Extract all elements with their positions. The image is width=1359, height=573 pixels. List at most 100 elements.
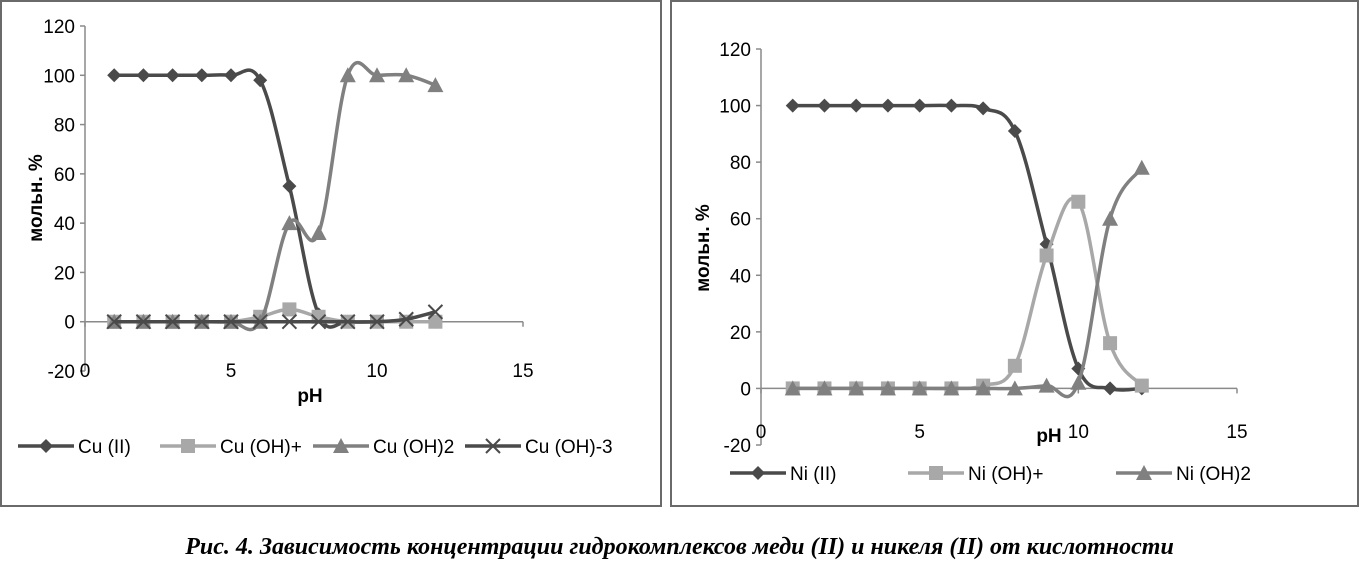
legend-marker	[333, 438, 349, 453]
legend-item-3: Cu (OH)-3	[465, 437, 613, 458]
y-tick-label: 100	[719, 97, 751, 118]
legend-item-2: Cu (OH)2	[313, 437, 454, 458]
data-point	[1070, 374, 1087, 390]
legend-marker	[181, 439, 195, 453]
data-point	[224, 68, 238, 83]
data-point	[369, 314, 385, 330]
legend-label: Ni (OH)2	[1176, 464, 1251, 485]
legend-item-0: Cu (II)	[18, 437, 131, 458]
data-point	[1039, 248, 1054, 263]
data-point	[943, 380, 960, 396]
legend-item-1: Ni (OH)+	[908, 464, 1043, 485]
legend-label: Cu (OH)+	[220, 437, 302, 458]
data-point	[165, 68, 180, 83]
legend-label: Ni (OH)+	[968, 464, 1043, 485]
legend-marker	[929, 466, 943, 480]
data-point	[911, 380, 928, 396]
y-tick-label: 0	[64, 313, 75, 334]
x-axis-label: pH	[297, 386, 322, 407]
series-line	[114, 310, 436, 324]
legend-marker	[751, 466, 765, 480]
series-line	[114, 60, 436, 332]
x-tick-label: 15	[512, 361, 533, 382]
data-point	[339, 67, 356, 83]
x-tick-label: 15	[1226, 422, 1247, 443]
data-point	[369, 67, 385, 83]
data-point	[223, 314, 239, 330]
data-point	[107, 68, 122, 83]
data-point	[784, 380, 801, 396]
y-tick-label: 120	[719, 40, 751, 61]
data-point	[398, 311, 414, 327]
x-tick-label: 10	[366, 361, 387, 382]
y-tick-label: 40	[54, 214, 75, 235]
series-0	[785, 98, 1149, 396]
figure-caption: Рис. 4. Зависимость концентрации гидроко…	[185, 534, 1174, 560]
chart-cu-panel: -20 0 20 40 60 80 100 120 0 5 10 15 pH мольн. % Cu (II…	[0, 0, 662, 507]
data-point	[976, 101, 991, 116]
series-1	[107, 302, 443, 329]
data-point	[849, 98, 864, 113]
data-point	[1006, 380, 1023, 396]
data-point	[106, 314, 122, 330]
y-tick-label: -20	[48, 362, 75, 383]
data-point	[1133, 159, 1150, 175]
series-line	[792, 166, 1144, 399]
y-axis-label: мольн. %	[693, 204, 714, 292]
y-tick-label: 80	[730, 153, 751, 174]
data-point	[1102, 210, 1119, 226]
x-tick-label: 5	[914, 422, 925, 443]
data-point	[340, 314, 356, 330]
data-point	[1007, 358, 1022, 373]
data-point	[135, 314, 152, 330]
data-point	[975, 380, 992, 396]
y-tick-label: -20	[724, 436, 751, 457]
data-point	[253, 73, 268, 88]
data-point	[1071, 361, 1086, 376]
legend-item-2: Ni (OH)2	[1116, 464, 1251, 485]
data-point	[880, 98, 895, 113]
data-point	[912, 98, 927, 113]
y-tick-label: 100	[43, 66, 75, 87]
data-point	[194, 314, 210, 330]
data-point	[879, 380, 896, 396]
series-2	[784, 159, 1150, 399]
legend-item-1: Cu (OH)+	[160, 437, 302, 458]
x-axis-label: pH	[1036, 426, 1061, 447]
data-point	[1071, 194, 1086, 209]
series-line	[792, 196, 1144, 391]
data-point	[282, 179, 297, 194]
data-point	[944, 98, 959, 113]
y-axis-label: мольн. %	[26, 154, 47, 242]
data-point	[164, 314, 181, 330]
data-point	[281, 215, 298, 231]
y-tick-label: 20	[730, 323, 751, 344]
legend-label: Cu (II)	[78, 437, 131, 458]
x-tick-label: 10	[1068, 422, 1089, 443]
series-2	[106, 60, 444, 332]
legend-marker	[1136, 465, 1152, 480]
data-point	[428, 314, 443, 329]
y-tick-label: 60	[730, 210, 751, 231]
data-point	[816, 380, 833, 396]
chart-ni-panel: -20 0 20 40 60 80 100 120 0 5 10 15 pH мольн. % Ni (II…	[670, 0, 1359, 507]
data-point	[1007, 124, 1022, 139]
series-3	[106, 304, 444, 330]
data-point	[427, 77, 444, 93]
x-tick-label: 0	[80, 361, 91, 382]
y-tick-label: 0	[740, 379, 751, 400]
data-point	[194, 68, 209, 83]
legend-label: Cu (OH)2	[373, 437, 454, 458]
data-point	[785, 98, 800, 113]
data-point	[427, 304, 444, 320]
data-point	[1134, 378, 1149, 393]
legend-label: Ni (II)	[790, 464, 836, 485]
legend-marker	[485, 438, 501, 454]
data-point	[136, 68, 151, 83]
data-point	[310, 314, 327, 330]
data-point	[398, 67, 415, 83]
y-tick-label: 40	[730, 266, 751, 287]
data-point	[817, 98, 832, 113]
data-point	[1103, 336, 1118, 351]
